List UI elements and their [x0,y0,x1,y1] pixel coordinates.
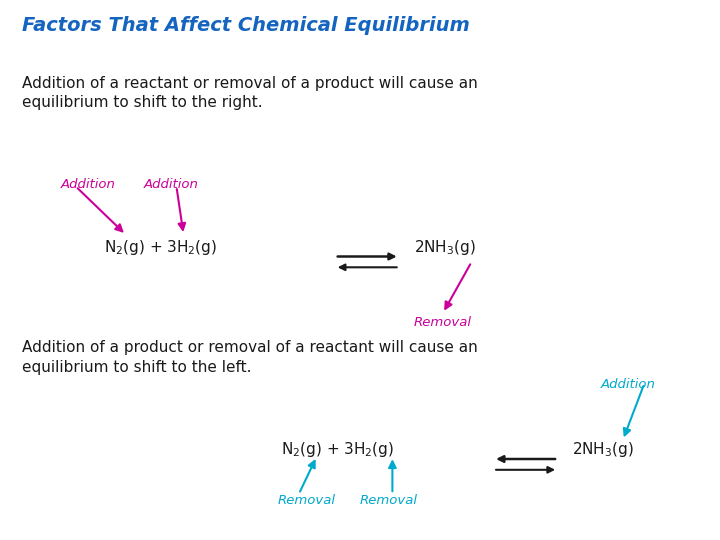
Text: Removal: Removal [414,316,472,329]
Text: Removal: Removal [277,494,336,507]
Text: N$_2$(g) + 3H$_2$(g): N$_2$(g) + 3H$_2$(g) [104,238,217,256]
Text: Addition of a product or removal of a reactant will cause an
equilibrium to shif: Addition of a product or removal of a re… [22,340,477,375]
Text: Addition of a reactant or removal of a product will cause an
equilibrium to shif: Addition of a reactant or removal of a p… [22,76,477,110]
Text: 2NH$_3$(g): 2NH$_3$(g) [572,440,634,459]
Text: Addition: Addition [61,178,116,191]
Text: Factors That Affect Chemical Equilibrium: Factors That Affect Chemical Equilibrium [22,16,469,35]
Text: Addition: Addition [601,378,656,391]
Text: 2NH$_3$(g): 2NH$_3$(g) [414,238,476,256]
Text: Removal: Removal [360,494,418,507]
Text: N$_2$(g) + 3H$_2$(g): N$_2$(g) + 3H$_2$(g) [281,440,394,459]
Text: Addition: Addition [144,178,199,191]
